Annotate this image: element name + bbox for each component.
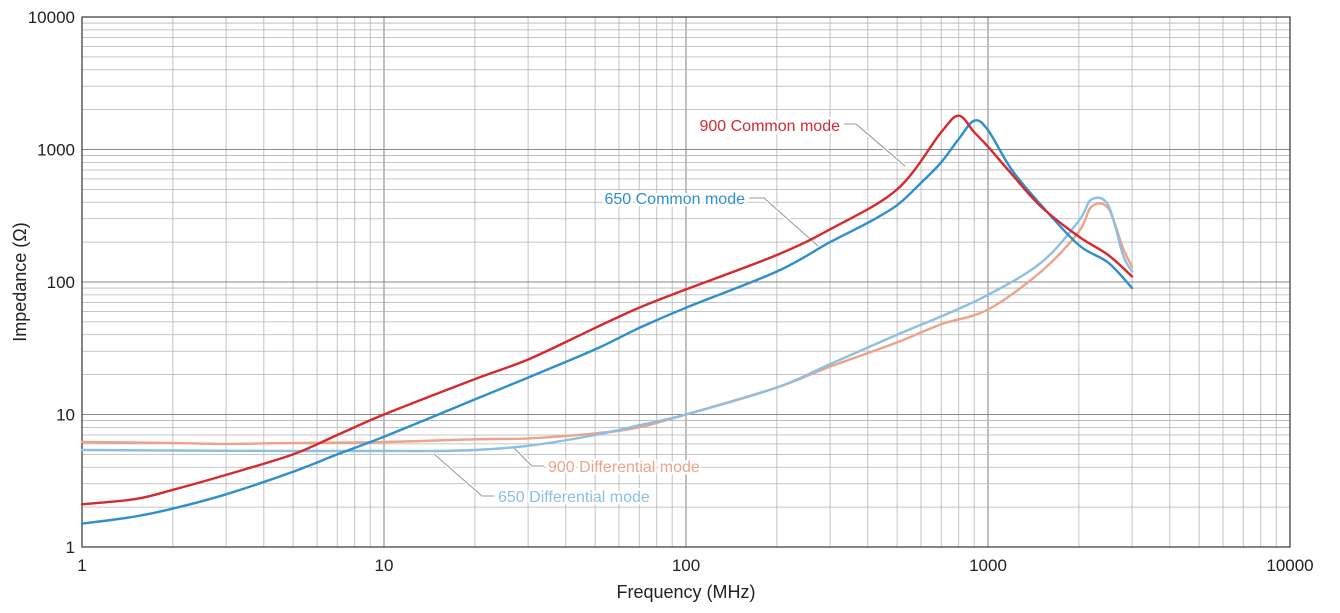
leader-line-900-differential-mode xyxy=(512,446,544,467)
y-tick-label: 1000 xyxy=(37,141,75,160)
leader-halo-650-common-mode xyxy=(749,196,820,248)
series-line-650-differential-mode xyxy=(80,196,1134,453)
x-axis-title: Frequency (MHz) xyxy=(616,582,755,602)
series-line-900-common-mode xyxy=(80,114,1134,506)
x-tick-labels: 1 10 100 1000 10000 xyxy=(77,556,1313,575)
x-tick-label: 10000 xyxy=(1266,556,1313,575)
leader-line-650-common-mode xyxy=(749,197,819,247)
label-leaders xyxy=(432,122,907,498)
y-tick-label: 10 xyxy=(56,406,75,425)
series-label-650-differential-mode: 650 Differential mode xyxy=(498,489,650,506)
x-tick-label: 10 xyxy=(375,556,394,575)
grid xyxy=(82,17,1290,547)
y-tick-label: 100 xyxy=(47,273,75,292)
series-label-900-differential-mode: 900 Differential mode xyxy=(548,459,700,476)
x-tick-label: 1000 xyxy=(969,556,1007,575)
leader-line-900-common-mode xyxy=(844,123,906,167)
leader-halo-650-differential-mode xyxy=(432,452,494,498)
y-axis-title: Impedance (Ω) xyxy=(10,222,30,342)
series-labels: 900 Common mode 650 Common mode 900 Differ… xyxy=(496,116,843,509)
leader-line-650-differential-mode xyxy=(433,453,494,497)
x-tick-label: 100 xyxy=(672,556,700,575)
series-label-650-common-mode: 650 Common mode xyxy=(604,191,745,208)
y-tick-labels: 1 10 100 1000 10000 xyxy=(28,8,75,557)
series-line-650-common-mode xyxy=(80,119,1134,525)
leader-halo-900-common-mode xyxy=(844,122,907,168)
plot-frame xyxy=(81,16,1291,548)
x-tick-label: 1 xyxy=(77,556,86,575)
y-tick-label: 1 xyxy=(66,538,75,557)
series-lines xyxy=(80,114,1134,525)
series-label-900-common-mode: 900 Common mode xyxy=(699,118,840,135)
series-line-900-differential-mode xyxy=(80,202,1134,446)
y-tick-label: 10000 xyxy=(28,8,75,27)
